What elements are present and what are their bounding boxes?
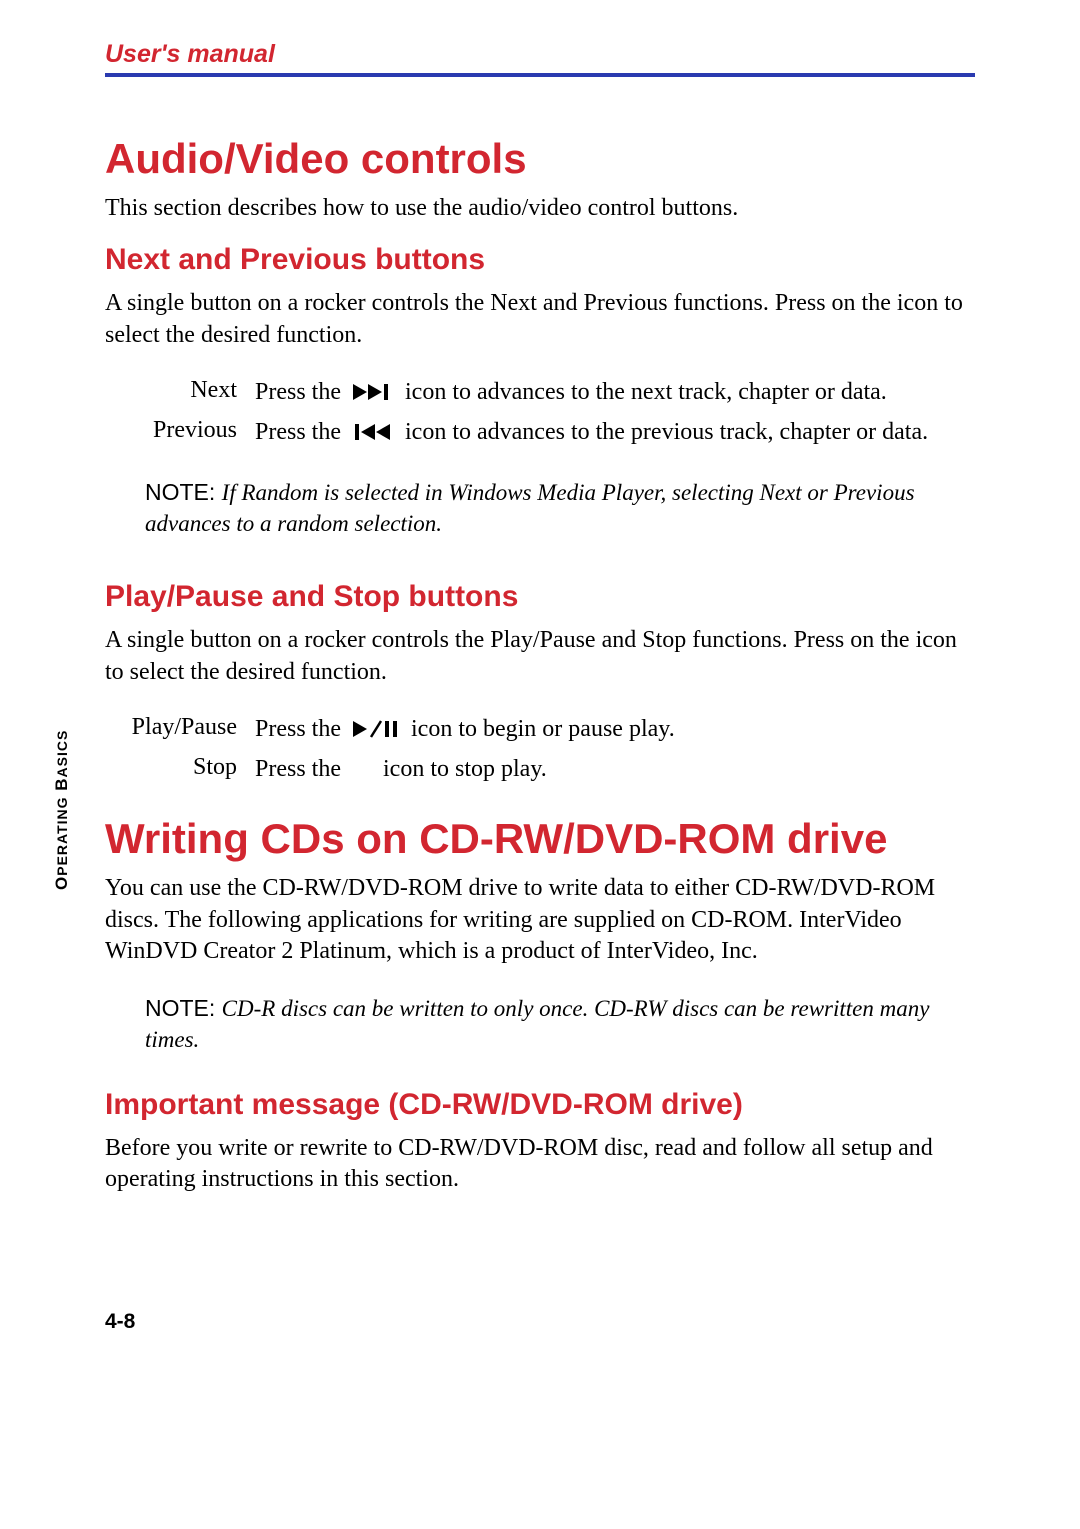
playstop-table: Play/Pause Press the icon to begin or pa… <box>115 714 975 785</box>
note-cd: NOTE: CD-R discs can be written to only … <box>145 993 975 1055</box>
desc-next-post: icon to advances to the next track, chap… <box>405 379 887 405</box>
table-row: Previous Press the icon to advances to t… <box>135 417 975 451</box>
header-rule <box>105 73 975 77</box>
note-label: NOTE: <box>145 995 222 1021</box>
note-body: CD-R discs can be written to only once. … <box>145 996 929 1052</box>
desc-next-pre: Press the <box>255 379 347 405</box>
side-tab-space <box>52 791 71 797</box>
subsection-nextprev-intro: A single button on a rocker controls the… <box>105 288 975 350</box>
desc-previous: Press the icon to advances to the previo… <box>255 417 975 451</box>
side-tab-B: B <box>52 777 71 790</box>
subsection-important-body: Before you write or rewrite to CD-RW/DVD… <box>105 1133 975 1195</box>
desc-stop-post: icon to stop play. <box>383 756 547 782</box>
desc-stop: Press the icon to stop play. <box>255 754 975 785</box>
page-content: User's manual Audio/Video controls This … <box>105 40 975 1211</box>
subsection-nextprev-title: Next and Previous buttons <box>105 242 975 278</box>
previous-track-icon <box>353 420 393 451</box>
term-next: Next <box>135 377 255 404</box>
side-tab-perating: PERATING <box>54 796 70 875</box>
term-playpause: Play/Pause <box>115 714 255 741</box>
page-number: 4-8 <box>105 1310 135 1334</box>
side-tab: OPERATING BASICS <box>52 730 72 890</box>
desc-playpause-post: icon to begin or pause play. <box>411 716 675 742</box>
section-cd-intro: You can use the CD-RW/DVD-ROM drive to w… <box>105 873 975 967</box>
desc-stop-pre: Press the <box>255 756 347 782</box>
term-stop: Stop <box>115 754 255 781</box>
side-tab-O: O <box>52 876 71 890</box>
subsection-playstop-intro: A single button on a rocker controls the… <box>105 625 975 687</box>
desc-playpause-pre: Press the <box>255 716 347 742</box>
desc-previous-post: icon to advances to the previous track, … <box>405 419 928 445</box>
header-title: User's manual <box>105 40 975 73</box>
note-nextprev: NOTE: If Random is selected in Windows M… <box>145 477 975 539</box>
note-body: If Random is selected in Windows Media P… <box>145 480 915 536</box>
subsection-playstop-title: Play/Pause and Stop buttons <box>105 579 975 615</box>
desc-playpause: Press the icon to begin or pause play. <box>255 714 975 748</box>
subsection-important-title: Important message (CD-RW/DVD-ROM drive) <box>105 1087 975 1123</box>
desc-previous-pre: Press the <box>255 419 347 445</box>
side-tab-asics: ASICS <box>54 730 70 778</box>
play-pause-icon <box>353 717 399 748</box>
note-label: NOTE: <box>145 479 222 505</box>
term-previous: Previous <box>135 417 255 444</box>
desc-next: Press the icon to advances to the next t… <box>255 377 975 411</box>
table-row: Next Press the icon to advances to the n… <box>135 377 975 411</box>
next-track-icon <box>353 380 393 411</box>
nextprev-table: Next Press the icon to advances to the n… <box>135 377 975 451</box>
section-cd-title: Writing CDs on CD-RW/DVD-ROM drive <box>105 815 975 863</box>
table-row: Play/Pause Press the icon to begin or pa… <box>115 714 975 748</box>
section-av-intro: This section describes how to use the au… <box>105 193 975 224</box>
table-row: Stop Press the icon to stop play. <box>115 754 975 785</box>
section-av-title: Audio/Video controls <box>105 135 975 183</box>
